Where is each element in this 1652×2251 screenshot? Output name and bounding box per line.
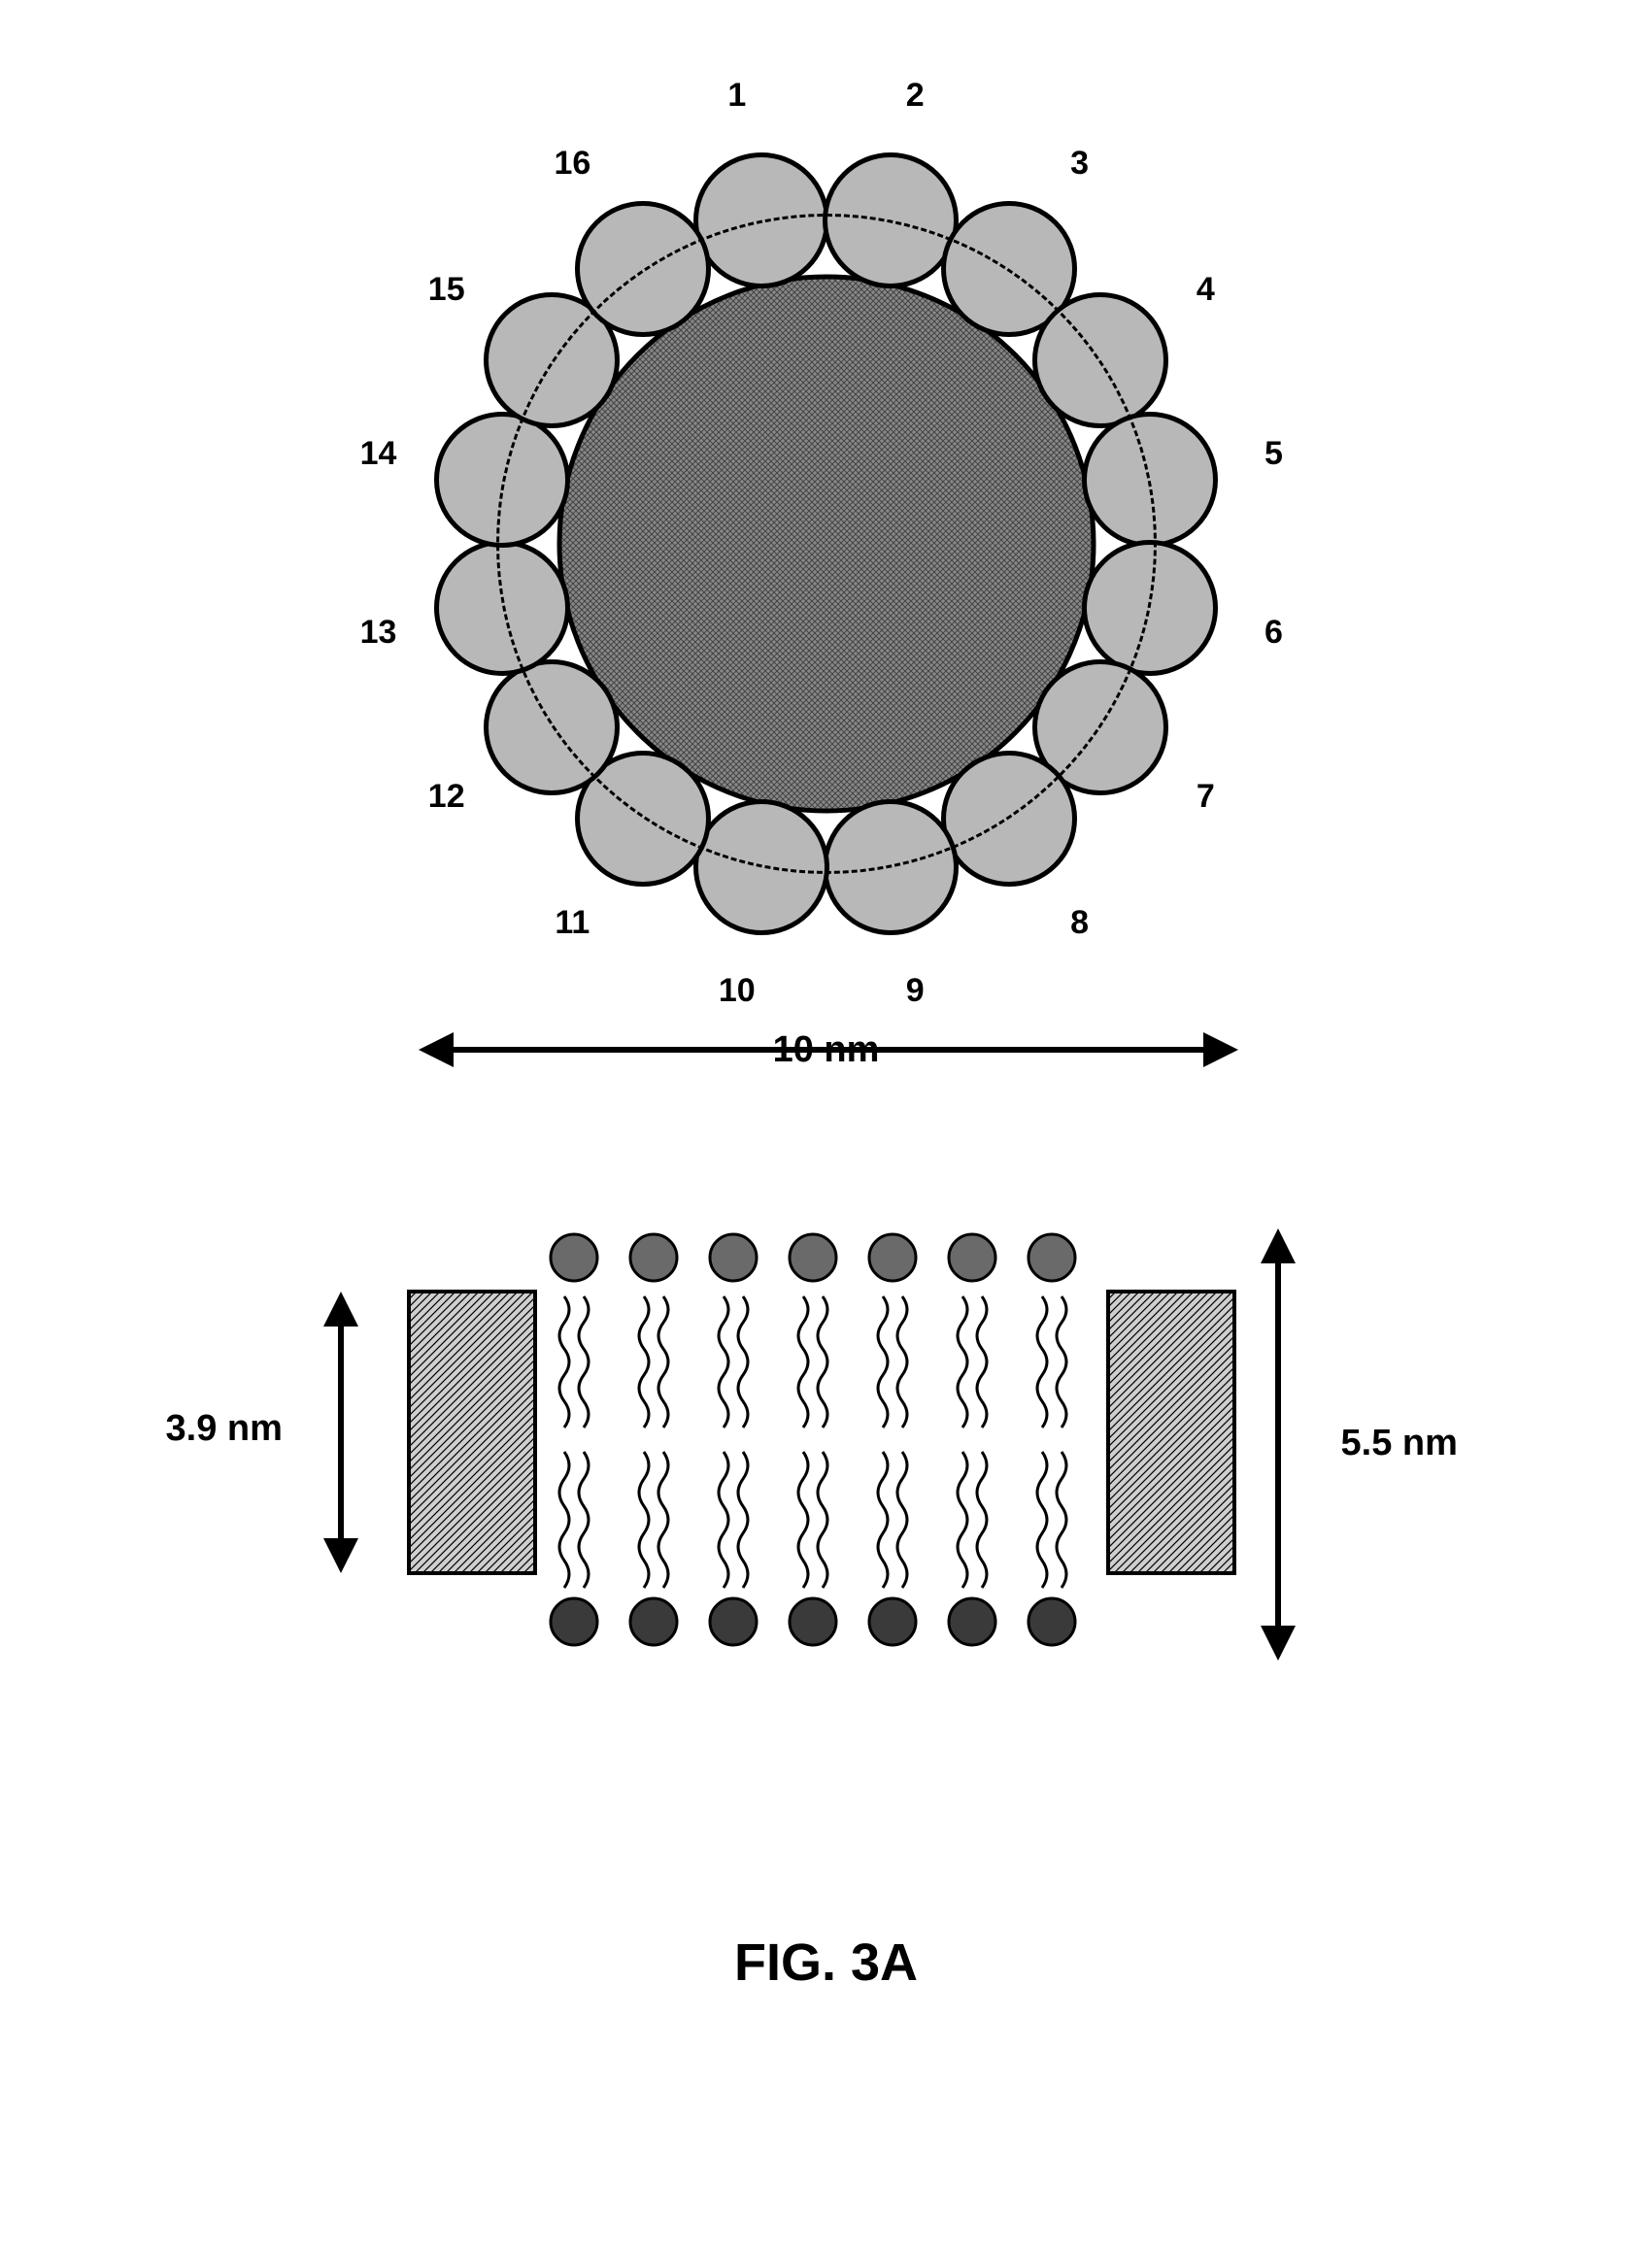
lipid-tail (1037, 1452, 1047, 1588)
width-arrow-line (448, 1047, 1205, 1053)
ring-label: 11 (548, 904, 596, 942)
ring-label: 16 (548, 145, 596, 183)
lipid-tail (878, 1452, 888, 1588)
lipid-tail (559, 1452, 569, 1588)
ring-circle (434, 412, 570, 548)
bottom-membrane-diagram: 3.9 nm 5.5 nm (147, 1204, 1506, 1738)
arrowhead-down-icon (323, 1538, 358, 1573)
ring-circle (823, 799, 959, 935)
height-label-right: 5.5 nm (1341, 1423, 1458, 1464)
ring-circle (434, 540, 570, 676)
lipid-head-bottom (949, 1598, 995, 1645)
rect-block-right (1108, 1292, 1234, 1573)
ring-circle (1082, 540, 1218, 676)
lipid-head-top (869, 1234, 916, 1281)
lipid-head-bottom (1028, 1598, 1075, 1645)
arrowhead-down-icon (1261, 1626, 1296, 1661)
lipid-tail (958, 1296, 967, 1428)
lipid-head-top (1028, 1234, 1075, 1281)
ring-label: 9 (891, 972, 939, 1010)
lipid-tail (738, 1296, 748, 1428)
lipid-head-top (790, 1234, 836, 1281)
lipid-tail (798, 1296, 808, 1428)
ring-label: 2 (891, 77, 939, 115)
lipid-tail (579, 1296, 589, 1428)
lipid-tail (977, 1452, 987, 1588)
lipid-head-bottom (869, 1598, 916, 1645)
ring-label: 14 (354, 435, 403, 473)
arrowhead-right-icon (1203, 1032, 1238, 1067)
height-arrow-right (1259, 1228, 1298, 1661)
ring-circle (1082, 412, 1218, 548)
figure-label: FIG. 3A (147, 1932, 1506, 1993)
lipid-head-bottom (710, 1598, 757, 1645)
center-circle (559, 277, 1094, 811)
lipid-tail (738, 1452, 748, 1588)
v-arrow-line (338, 1321, 344, 1544)
ring-label: 4 (1181, 271, 1230, 309)
rect-block-left (409, 1292, 535, 1573)
lipid-head-bottom (551, 1598, 597, 1645)
lipid-head-bottom (630, 1598, 677, 1645)
figure-container: 12345678910111213141516 10 nm 3.9 nm 5.5… (147, 97, 1506, 1993)
ring-label: 6 (1249, 614, 1298, 652)
ring-label: 1 (713, 77, 761, 115)
height-label-left: 3.9 nm (166, 1408, 283, 1450)
lipid-tail (798, 1452, 808, 1588)
lipid-tail (818, 1452, 827, 1588)
lipid-head-top (710, 1234, 757, 1281)
ring-label: 5 (1249, 435, 1298, 473)
lipid-tail (977, 1296, 987, 1428)
lipid-tail (658, 1452, 668, 1588)
ring-label: 15 (422, 271, 471, 309)
lipid-group (551, 1234, 1075, 1645)
lipid-head-top (949, 1234, 995, 1281)
lipid-tail (1057, 1296, 1066, 1428)
ring-label: 10 (713, 972, 761, 1010)
lipid-tail (1037, 1296, 1047, 1428)
ring-circle (575, 201, 711, 337)
ring-label: 3 (1056, 145, 1104, 183)
lipid-tail (958, 1452, 967, 1588)
ring-label: 13 (354, 614, 403, 652)
lipid-tail (639, 1452, 649, 1588)
height-arrow-left (321, 1292, 360, 1573)
lipid-head-bottom (790, 1598, 836, 1645)
lipid-tail (818, 1296, 827, 1428)
lipid-head-top (551, 1234, 597, 1281)
ring-circle (1032, 292, 1168, 428)
ring-label: 12 (422, 778, 471, 816)
lipid-tail (658, 1296, 668, 1428)
lipid-head-top (630, 1234, 677, 1281)
top-circular-diagram: 12345678910111213141516 (389, 97, 1264, 971)
lipid-tail (719, 1452, 728, 1588)
lipid-tail (579, 1452, 589, 1588)
width-arrow: 10 nm (389, 1029, 1264, 1126)
lipid-tail (878, 1296, 888, 1428)
ring-circle (941, 751, 1077, 887)
ring-label: 8 (1056, 904, 1104, 942)
ring-label: 7 (1181, 778, 1230, 816)
lipid-tail (897, 1296, 907, 1428)
v-arrow-line (1275, 1258, 1281, 1631)
ring-circle (823, 152, 959, 288)
ring-circle (693, 152, 829, 288)
lipid-tail (897, 1452, 907, 1588)
lipid-tail (639, 1296, 649, 1428)
lipid-tail (1057, 1452, 1066, 1588)
ring-circle (693, 799, 829, 935)
lipid-tail (719, 1296, 728, 1428)
lipid-tail (559, 1296, 569, 1428)
ring-circle (484, 659, 620, 795)
